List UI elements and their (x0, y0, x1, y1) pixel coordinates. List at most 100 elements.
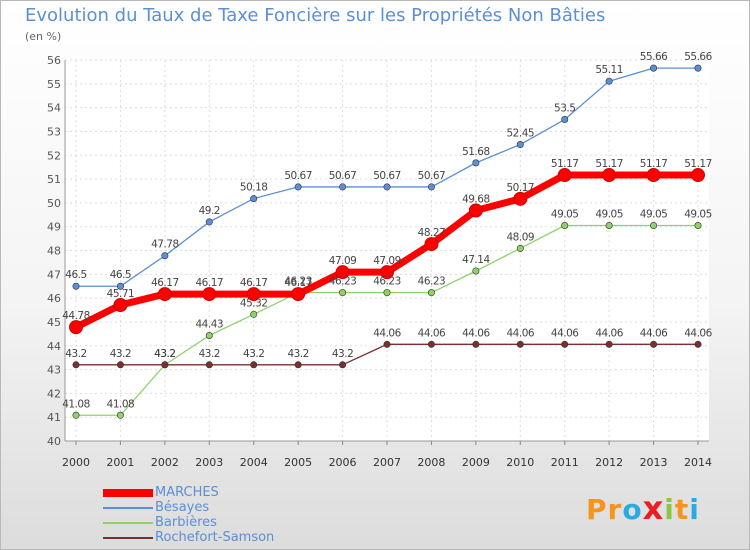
x-tick-label: 2012 (595, 456, 623, 469)
data-label: 46.17 (284, 277, 312, 289)
data-label: 44.06 (595, 327, 623, 339)
data-label: 47.14 (462, 254, 490, 266)
legend-label-rochefort-samson: Rochefort-Samson (155, 530, 275, 545)
data-label: 45.32 (240, 297, 268, 309)
y-tick-label: 43 (47, 364, 61, 377)
x-tick-label: 2002 (151, 456, 179, 469)
data-label: 47.09 (373, 255, 401, 267)
data-point (383, 340, 391, 348)
data-label: 50.67 (284, 170, 312, 182)
data-point (561, 221, 569, 229)
logo-letter: t (674, 493, 690, 526)
data-label: 51.17 (551, 158, 579, 170)
data-point (650, 221, 658, 229)
data-label: 44.06 (684, 327, 712, 339)
data-point (294, 183, 302, 191)
data-point (472, 159, 480, 167)
legend-swatch-marches (103, 489, 153, 497)
data-point (380, 265, 394, 280)
legend-swatch-barbieres (103, 522, 153, 524)
y-tick-label: 49 (47, 221, 61, 234)
legend-swatch-rochefort-samson (103, 537, 153, 539)
legend-item-barbieres: Barbières (103, 515, 363, 530)
data-point (116, 282, 124, 290)
data-label: 44.78 (62, 310, 90, 322)
legend-item-marches: MARCHES (103, 485, 363, 500)
y-tick-label: 45 (47, 316, 61, 329)
data-point (427, 289, 435, 297)
data-label: 49.2 (199, 205, 220, 217)
data-point (424, 237, 439, 252)
x-tick-label: 2007 (373, 456, 401, 469)
logo-letter: i (689, 493, 700, 526)
x-tick-label: 2010 (506, 456, 534, 469)
data-point (116, 411, 124, 419)
data-point (335, 265, 350, 280)
data-point (291, 287, 306, 302)
data-point (72, 361, 80, 369)
data-point (472, 267, 480, 275)
logo-letter: r (607, 493, 623, 526)
x-tick-label: 2014 (684, 456, 712, 469)
x-tick-label: 2003 (195, 456, 223, 469)
data-point (516, 340, 524, 348)
data-label: 49.05 (684, 208, 712, 220)
data-point (561, 116, 569, 124)
data-label: 46.23 (329, 276, 357, 288)
x-tick-label: 2005 (284, 456, 312, 469)
legend-label-barbieres: Barbières (155, 515, 217, 530)
data-point (339, 289, 347, 297)
data-label: 47.09 (329, 255, 357, 267)
data-point (202, 287, 217, 302)
data-point (557, 168, 572, 183)
unit-label: (en %) (25, 30, 62, 43)
data-point (513, 191, 528, 206)
data-point (205, 332, 213, 340)
logo-letter: o (622, 493, 643, 526)
data-point (72, 282, 80, 290)
data-point (113, 298, 128, 313)
data-label: 43.2 (154, 348, 175, 360)
data-label: 44.06 (418, 327, 446, 339)
data-point (694, 221, 702, 229)
data-label: 48.27 (418, 227, 446, 239)
data-point (383, 289, 391, 297)
data-label: 44.06 (373, 327, 401, 339)
data-point (72, 411, 80, 419)
x-tick-label: 2009 (462, 456, 490, 469)
legend-label-besayes: Bésayes (155, 500, 210, 515)
data-label: 43.2 (65, 348, 86, 360)
data-point (205, 361, 213, 369)
data-label: 52.45 (507, 128, 535, 140)
data-label: 51.17 (595, 158, 623, 170)
data-label: 41.08 (62, 398, 90, 410)
data-point (250, 361, 258, 369)
y-tick-label: 56 (47, 54, 61, 67)
data-label: 55.66 (684, 51, 712, 63)
x-tick-label: 2008 (417, 456, 445, 469)
y-tick-label: 55 (47, 78, 61, 91)
data-label: 44.06 (640, 327, 668, 339)
y-tick-label: 46 (47, 292, 61, 305)
data-point (650, 64, 658, 72)
data-label: 46.17 (151, 277, 179, 289)
y-tick-label: 50 (47, 197, 61, 210)
legend-item-rochefort-samson: Rochefort-Samson (103, 530, 363, 545)
data-label: 44.06 (462, 327, 490, 339)
data-point (605, 77, 613, 85)
data-point (116, 361, 124, 369)
data-point (650, 340, 658, 348)
data-point (205, 218, 213, 226)
data-point (468, 203, 483, 218)
x-tick-label: 2013 (640, 456, 668, 469)
x-tick-label: 2004 (240, 456, 268, 469)
data-label: 46.17 (196, 277, 224, 289)
data-label: 44.06 (551, 327, 579, 339)
data-point (161, 252, 169, 260)
data-label: 50.67 (418, 170, 446, 182)
data-point (602, 168, 617, 183)
data-label: 50.67 (329, 170, 357, 182)
data-label: 46.5 (65, 269, 86, 281)
